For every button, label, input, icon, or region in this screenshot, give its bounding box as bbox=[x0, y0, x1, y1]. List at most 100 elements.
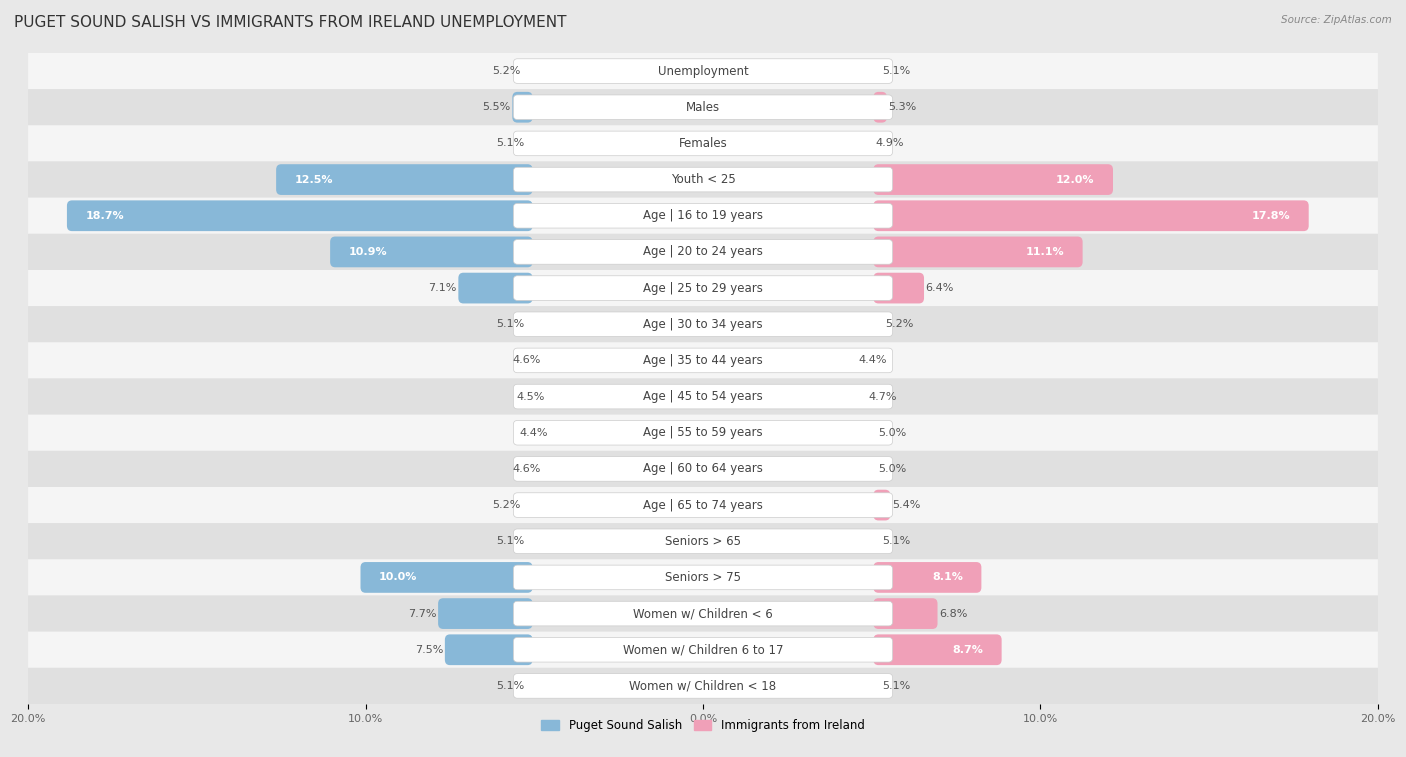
FancyBboxPatch shape bbox=[873, 164, 1114, 195]
Text: 8.1%: 8.1% bbox=[932, 572, 963, 582]
FancyBboxPatch shape bbox=[513, 565, 893, 590]
FancyBboxPatch shape bbox=[513, 348, 893, 372]
Text: Age | 20 to 24 years: Age | 20 to 24 years bbox=[643, 245, 763, 258]
Text: Age | 45 to 54 years: Age | 45 to 54 years bbox=[643, 390, 763, 403]
Text: 5.1%: 5.1% bbox=[496, 139, 524, 148]
Text: 5.1%: 5.1% bbox=[882, 681, 910, 691]
FancyBboxPatch shape bbox=[873, 273, 924, 304]
FancyBboxPatch shape bbox=[873, 562, 981, 593]
Text: Age | 25 to 29 years: Age | 25 to 29 years bbox=[643, 282, 763, 294]
FancyBboxPatch shape bbox=[28, 126, 1378, 161]
Text: 7.7%: 7.7% bbox=[408, 609, 436, 618]
FancyBboxPatch shape bbox=[513, 601, 893, 626]
Text: 5.1%: 5.1% bbox=[496, 681, 524, 691]
FancyBboxPatch shape bbox=[873, 201, 1309, 231]
Text: 6.8%: 6.8% bbox=[939, 609, 967, 618]
FancyBboxPatch shape bbox=[513, 637, 893, 662]
FancyBboxPatch shape bbox=[28, 89, 1378, 126]
FancyBboxPatch shape bbox=[28, 523, 1378, 559]
FancyBboxPatch shape bbox=[28, 668, 1378, 704]
FancyBboxPatch shape bbox=[28, 161, 1378, 198]
FancyBboxPatch shape bbox=[28, 487, 1378, 523]
FancyBboxPatch shape bbox=[28, 451, 1378, 487]
Text: 7.1%: 7.1% bbox=[429, 283, 457, 293]
FancyBboxPatch shape bbox=[28, 342, 1378, 378]
Text: 17.8%: 17.8% bbox=[1251, 210, 1291, 221]
Text: 5.3%: 5.3% bbox=[889, 102, 917, 112]
Text: Seniors > 75: Seniors > 75 bbox=[665, 571, 741, 584]
Text: Age | 60 to 64 years: Age | 60 to 64 years bbox=[643, 463, 763, 475]
FancyBboxPatch shape bbox=[360, 562, 533, 593]
Text: 4.6%: 4.6% bbox=[513, 464, 541, 474]
FancyBboxPatch shape bbox=[513, 276, 893, 301]
FancyBboxPatch shape bbox=[458, 273, 533, 304]
Text: 5.1%: 5.1% bbox=[496, 319, 524, 329]
FancyBboxPatch shape bbox=[873, 634, 1001, 665]
FancyBboxPatch shape bbox=[513, 167, 893, 192]
Text: Women w/ Children < 6: Women w/ Children < 6 bbox=[633, 607, 773, 620]
FancyBboxPatch shape bbox=[513, 95, 893, 120]
FancyBboxPatch shape bbox=[873, 236, 1083, 267]
FancyBboxPatch shape bbox=[513, 420, 893, 445]
FancyBboxPatch shape bbox=[873, 598, 938, 629]
Text: Age | 16 to 19 years: Age | 16 to 19 years bbox=[643, 209, 763, 223]
FancyBboxPatch shape bbox=[28, 234, 1378, 270]
Text: 10.0%: 10.0% bbox=[380, 572, 418, 582]
FancyBboxPatch shape bbox=[439, 598, 533, 629]
Text: 8.7%: 8.7% bbox=[952, 645, 983, 655]
Text: 5.1%: 5.1% bbox=[882, 66, 910, 76]
Text: Males: Males bbox=[686, 101, 720, 114]
Text: Age | 35 to 44 years: Age | 35 to 44 years bbox=[643, 354, 763, 367]
Text: Seniors > 65: Seniors > 65 bbox=[665, 534, 741, 548]
FancyBboxPatch shape bbox=[28, 631, 1378, 668]
FancyBboxPatch shape bbox=[513, 59, 893, 83]
FancyBboxPatch shape bbox=[28, 198, 1378, 234]
Text: 5.2%: 5.2% bbox=[886, 319, 914, 329]
Text: 4.7%: 4.7% bbox=[869, 391, 897, 401]
FancyBboxPatch shape bbox=[512, 92, 533, 123]
FancyBboxPatch shape bbox=[513, 674, 893, 698]
FancyBboxPatch shape bbox=[513, 204, 893, 228]
Text: 7.5%: 7.5% bbox=[415, 645, 443, 655]
FancyBboxPatch shape bbox=[276, 164, 533, 195]
Text: Age | 55 to 59 years: Age | 55 to 59 years bbox=[643, 426, 763, 439]
Text: 5.1%: 5.1% bbox=[496, 536, 524, 547]
Text: 4.5%: 4.5% bbox=[516, 391, 544, 401]
Legend: Puget Sound Salish, Immigrants from Ireland: Puget Sound Salish, Immigrants from Irel… bbox=[537, 715, 869, 737]
FancyBboxPatch shape bbox=[28, 53, 1378, 89]
Text: 5.2%: 5.2% bbox=[492, 66, 520, 76]
FancyBboxPatch shape bbox=[873, 490, 890, 521]
FancyBboxPatch shape bbox=[28, 270, 1378, 306]
Text: Age | 65 to 74 years: Age | 65 to 74 years bbox=[643, 499, 763, 512]
FancyBboxPatch shape bbox=[67, 201, 533, 231]
FancyBboxPatch shape bbox=[873, 92, 887, 123]
FancyBboxPatch shape bbox=[28, 559, 1378, 596]
Text: 5.0%: 5.0% bbox=[879, 464, 907, 474]
Text: 6.4%: 6.4% bbox=[925, 283, 955, 293]
FancyBboxPatch shape bbox=[330, 236, 533, 267]
Text: 5.0%: 5.0% bbox=[879, 428, 907, 438]
Text: 5.5%: 5.5% bbox=[482, 102, 510, 112]
Text: 11.1%: 11.1% bbox=[1025, 247, 1064, 257]
Text: 12.0%: 12.0% bbox=[1056, 175, 1094, 185]
Text: Age | 30 to 34 years: Age | 30 to 34 years bbox=[643, 318, 763, 331]
Text: 5.1%: 5.1% bbox=[882, 536, 910, 547]
Text: Source: ZipAtlas.com: Source: ZipAtlas.com bbox=[1281, 15, 1392, 25]
FancyBboxPatch shape bbox=[513, 312, 893, 337]
FancyBboxPatch shape bbox=[28, 306, 1378, 342]
Text: 12.5%: 12.5% bbox=[295, 175, 333, 185]
Text: 4.6%: 4.6% bbox=[513, 356, 541, 366]
Text: 5.2%: 5.2% bbox=[492, 500, 520, 510]
FancyBboxPatch shape bbox=[513, 493, 893, 517]
FancyBboxPatch shape bbox=[513, 529, 893, 553]
FancyBboxPatch shape bbox=[28, 415, 1378, 451]
Text: 4.9%: 4.9% bbox=[875, 139, 904, 148]
FancyBboxPatch shape bbox=[28, 378, 1378, 415]
Text: 4.4%: 4.4% bbox=[519, 428, 548, 438]
FancyBboxPatch shape bbox=[28, 596, 1378, 631]
Text: 5.4%: 5.4% bbox=[891, 500, 921, 510]
Text: 4.4%: 4.4% bbox=[858, 356, 887, 366]
Text: Unemployment: Unemployment bbox=[658, 64, 748, 77]
Text: PUGET SOUND SALISH VS IMMIGRANTS FROM IRELAND UNEMPLOYMENT: PUGET SOUND SALISH VS IMMIGRANTS FROM IR… bbox=[14, 15, 567, 30]
FancyBboxPatch shape bbox=[513, 385, 893, 409]
